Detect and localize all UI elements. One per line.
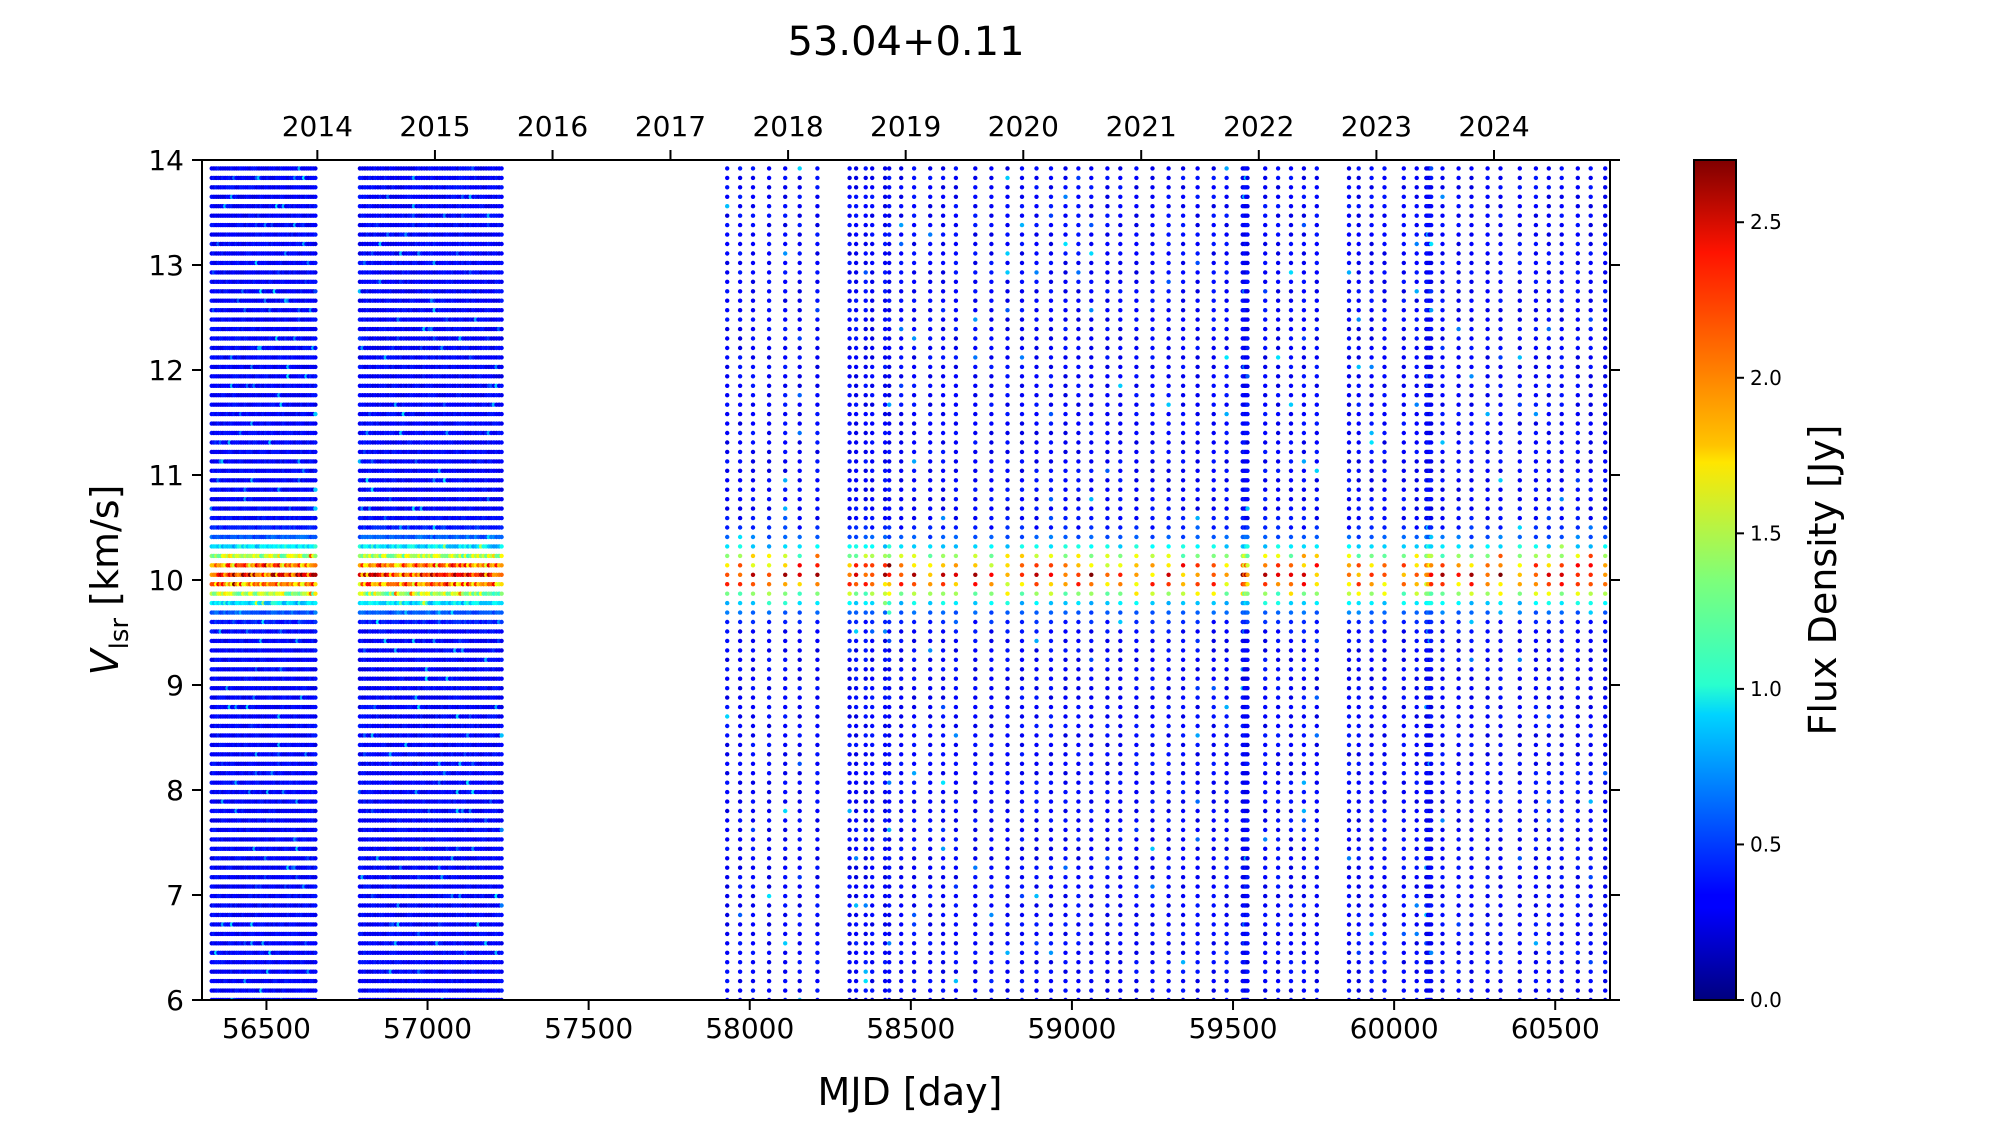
flux-point <box>313 449 318 455</box>
flux-point <box>313 572 318 577</box>
flux-point <box>313 525 318 530</box>
flux-point <box>313 506 318 511</box>
flux-point <box>313 723 318 729</box>
flux-point <box>313 241 318 247</box>
flux-point <box>313 657 318 662</box>
chart-title: 53.04+0.11 <box>787 19 1024 65</box>
flux-point <box>313 175 318 181</box>
flux-point <box>313 638 318 644</box>
flux-point <box>313 591 318 596</box>
flux-point <box>313 600 318 606</box>
flux-point <box>313 931 318 937</box>
flux-point <box>313 884 318 889</box>
flux-point <box>313 402 318 407</box>
flux-point <box>313 818 318 823</box>
flux-point <box>313 761 318 766</box>
flux-point <box>313 789 318 795</box>
flux-point <box>313 260 318 266</box>
flux-point <box>313 582 318 587</box>
flux-point <box>313 950 318 955</box>
flux-point <box>313 270 318 275</box>
flux-point <box>313 978 318 984</box>
flux-point <box>313 742 318 748</box>
flux-point <box>313 204 318 209</box>
flux-point <box>313 941 318 946</box>
flux-point <box>313 856 318 861</box>
observation-spectrum <box>313 166 318 1000</box>
flux-point <box>313 648 318 653</box>
flux-point <box>313 752 318 757</box>
flux-point <box>313 411 318 417</box>
flux-point <box>313 686 318 691</box>
flux-point <box>313 875 318 880</box>
flux-point <box>313 837 318 842</box>
flux-point <box>313 553 318 559</box>
flux-point <box>313 336 318 341</box>
flux-point <box>313 383 318 388</box>
flux-point <box>313 364 318 370</box>
flux-point <box>313 478 318 483</box>
flux-point <box>313 468 318 473</box>
flux-point <box>313 393 318 398</box>
flux-point <box>313 440 318 445</box>
flux-point <box>313 222 318 228</box>
flux-point <box>313 374 318 379</box>
flux-point <box>313 298 318 303</box>
plot-marks <box>209 166 1608 1000</box>
flux-point <box>313 704 318 710</box>
flux-point <box>313 893 318 899</box>
flux-point <box>313 355 318 360</box>
flux-point <box>313 232 318 237</box>
flux-point <box>313 421 318 426</box>
flux-point <box>313 988 318 993</box>
flux-point <box>313 563 318 568</box>
flux-point <box>313 969 318 974</box>
flux-point <box>313 912 318 918</box>
flux-point <box>313 279 318 284</box>
flux-point <box>313 610 318 615</box>
flux-point <box>313 194 318 199</box>
flux-point <box>313 430 318 436</box>
flux-point <box>313 345 318 351</box>
flux-point <box>313 317 318 322</box>
flux-point <box>313 903 318 908</box>
flux-point <box>313 308 318 313</box>
flux-point <box>313 251 318 256</box>
flux-point <box>313 780 318 785</box>
flux-point <box>313 960 318 965</box>
flux-point <box>313 459 318 464</box>
flux-point <box>313 922 318 927</box>
flux-point <box>313 808 318 814</box>
flux-point <box>313 534 318 540</box>
flux-point <box>313 714 318 719</box>
flux-point <box>313 497 318 502</box>
flux-point <box>313 676 318 681</box>
flux-point <box>313 544 318 549</box>
flux-point <box>313 733 318 738</box>
flux-point <box>313 289 318 294</box>
flux-point <box>313 827 318 833</box>
flux-point <box>313 487 318 492</box>
flux-point <box>313 695 318 700</box>
flux-point <box>313 629 318 634</box>
flux-point <box>313 213 318 218</box>
flux-point <box>313 771 318 776</box>
flux-point <box>313 185 318 190</box>
flux-point <box>313 799 318 804</box>
flux-point <box>313 619 318 625</box>
flux-point <box>313 515 318 521</box>
flux-point <box>313 865 318 870</box>
flux-point <box>313 326 318 332</box>
flux-point <box>313 667 318 672</box>
flux-point <box>313 846 318 851</box>
flux-point <box>313 166 318 171</box>
